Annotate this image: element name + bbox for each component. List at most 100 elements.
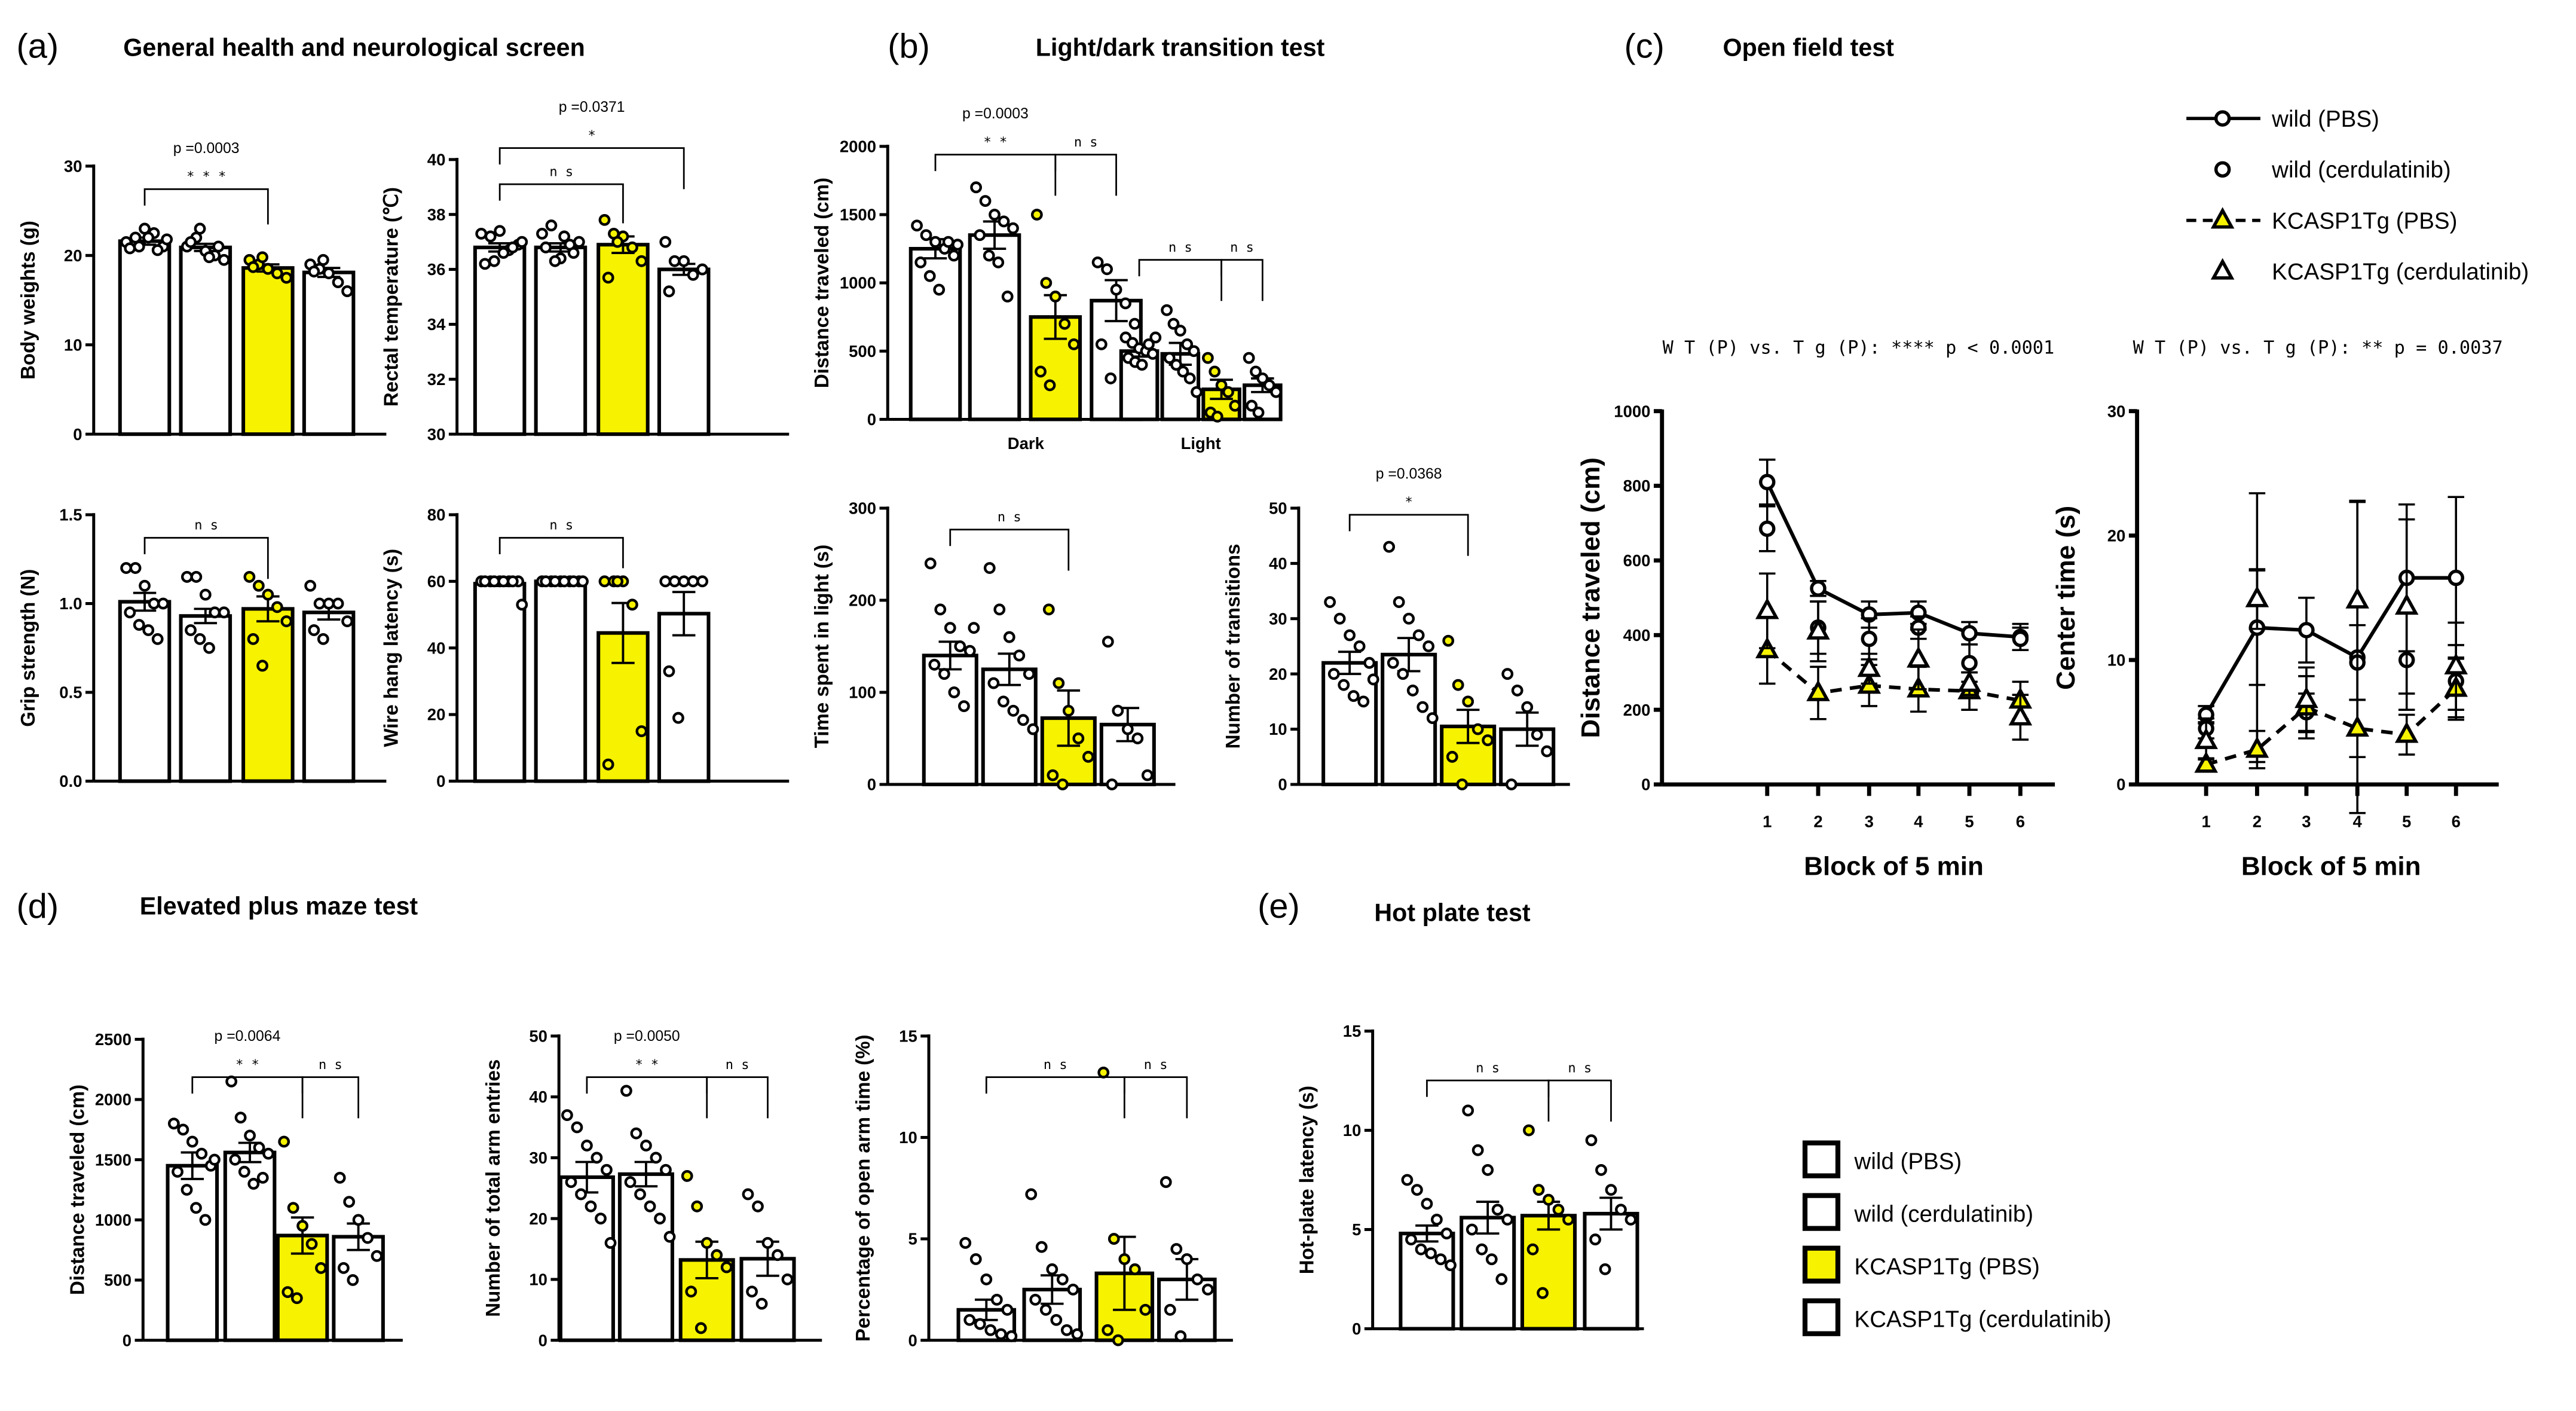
chart-a3: 0.0 0.5 1.0 1.5 Grip strength (N) n s <box>17 506 387 790</box>
data-point <box>969 1253 982 1265</box>
data-point <box>475 227 488 240</box>
y-tick-label: 0 <box>1278 775 1287 794</box>
data-point <box>1338 679 1350 691</box>
legend-item: KCASP1Tg (cerdulatinib) <box>1802 1298 2112 1336</box>
data-point <box>1250 365 1262 378</box>
data-point <box>247 633 259 645</box>
data-point <box>650 1152 662 1164</box>
data-point <box>755 1297 768 1310</box>
data-point <box>1387 656 1399 669</box>
series-0 <box>1759 459 2029 652</box>
y-axis-label: Center time (s) <box>2051 506 2081 690</box>
bar <box>179 245 232 436</box>
y-tick-label: 10 <box>2107 651 2126 670</box>
data-point <box>172 1165 183 1178</box>
data-point <box>1440 1227 1453 1240</box>
y-tick-label: 1000 <box>840 274 876 292</box>
data-point <box>247 1178 260 1190</box>
data-point <box>1001 291 1014 303</box>
x-tick-label: 3 <box>1865 813 1874 831</box>
y-axis-label: Grip strength (N) <box>17 569 39 727</box>
significance-label: n s <box>549 164 573 179</box>
data-point <box>746 1285 758 1298</box>
data-point <box>484 230 497 243</box>
data-point <box>944 622 956 634</box>
data-point <box>1141 769 1154 781</box>
data-point <box>660 1163 672 1176</box>
data-point <box>663 1230 676 1243</box>
x-tick-label: 2 <box>1813 813 1822 831</box>
x-axis-label: Block of 5 min <box>2241 851 2421 881</box>
data-point <box>352 1214 365 1226</box>
data-point <box>611 236 624 248</box>
data-point <box>185 624 197 636</box>
p-value: p =0.0064 <box>215 1028 281 1044</box>
significance-bracket <box>1138 259 1222 301</box>
data-point <box>1062 704 1075 717</box>
data-point <box>635 255 648 267</box>
bar <box>1321 661 1378 787</box>
data-point <box>696 575 709 588</box>
y-tick-label: 50 <box>1269 499 1287 518</box>
data-point <box>687 575 699 588</box>
data-point <box>218 606 230 619</box>
data-point <box>278 1135 290 1148</box>
data-point <box>979 195 992 207</box>
data-point <box>934 603 947 616</box>
data-point <box>742 1188 754 1201</box>
data-point <box>1521 701 1534 713</box>
y-axis-label: Hot-plate latency (s) <box>1296 1086 1318 1274</box>
data-point <box>668 255 681 267</box>
y-axis-label: Body weights (g) <box>17 221 39 380</box>
significance-bracket <box>143 188 269 225</box>
y-tick-label: 10 <box>1269 720 1287 738</box>
x-tick-label: 5 <box>2402 813 2411 831</box>
data-point <box>177 1123 189 1136</box>
data-point <box>781 1273 794 1285</box>
data-point <box>129 562 142 574</box>
significance-bracket <box>586 1076 708 1119</box>
data-point <box>1495 1273 1508 1285</box>
significance-label: n s <box>1568 1061 1592 1076</box>
significance-bracket <box>985 1076 1125 1119</box>
significance-label: n s <box>549 518 573 533</box>
legend-label: KCASP1Tg (PBS) <box>2272 208 2457 234</box>
data-point <box>644 1200 656 1213</box>
y-tick-label: 0 <box>436 772 445 790</box>
data-point <box>1482 1164 1494 1176</box>
data-point <box>957 700 970 713</box>
data-point <box>139 579 151 592</box>
significance-bracket <box>498 537 624 569</box>
data-point <box>1243 352 1255 364</box>
data-point <box>488 575 500 588</box>
circle-marker <box>1961 625 1978 642</box>
bar <box>534 579 588 783</box>
data-point <box>253 1141 265 1154</box>
data-point <box>1624 1213 1637 1226</box>
data-point <box>678 575 690 588</box>
data-point <box>952 239 964 251</box>
data-point <box>1047 769 1059 781</box>
data-point <box>685 1285 697 1298</box>
series-line <box>2204 576 2456 716</box>
y-tick-label: 10 <box>1343 1121 1362 1140</box>
data-point <box>1405 1233 1417 1245</box>
data-point <box>280 271 293 284</box>
data-point <box>549 255 561 267</box>
data-point <box>668 575 681 588</box>
data-point <box>626 598 638 611</box>
data-point <box>571 1121 583 1134</box>
y-tick-label: 800 <box>1623 477 1651 495</box>
data-point <box>244 1129 256 1142</box>
data-point <box>1067 1283 1079 1296</box>
data-point <box>1353 640 1366 652</box>
data-point <box>691 1200 703 1213</box>
data-point <box>1615 1204 1627 1216</box>
data-point <box>516 598 528 611</box>
x-axis-label: Block of 5 min <box>1804 851 1984 881</box>
data-point <box>256 251 268 264</box>
y-tick-label: 5 <box>1352 1220 1361 1239</box>
data-point <box>1411 1184 1423 1196</box>
stat-annotation: W T (P) vs. T g (P): ** p = 0.0037 <box>2133 337 2503 358</box>
